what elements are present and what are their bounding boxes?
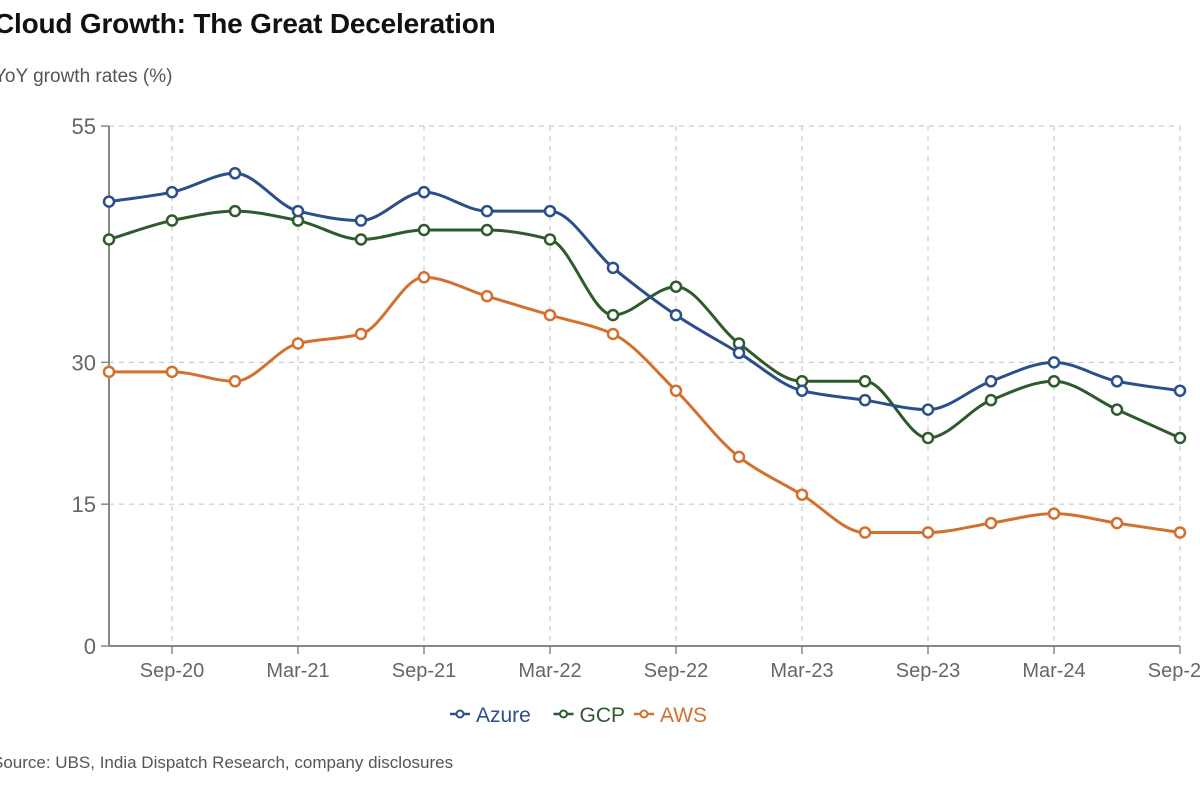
series-line-azure [107,171,1182,412]
series-azure [102,167,1187,416]
data-point-aws [417,271,431,284]
data-point-azure [606,261,620,275]
data-point-gcp [480,223,494,237]
data-point-gcp [102,233,116,246]
data-point-aws [606,327,620,341]
data-point-gcp [417,223,431,237]
x-tick-label: Sep-22 [644,660,709,682]
y-tick-label: 55 [72,114,96,139]
data-point-azure [1173,384,1187,397]
data-point-azure [984,375,998,388]
y-tick-label: 15 [72,492,96,517]
source-note: Source: UBS, India Dispatch Research, co… [0,753,454,772]
legend-label: GCP [580,704,626,727]
data-point-gcp [921,431,935,445]
data-point-aws [1173,526,1187,539]
data-point-azure [543,204,557,218]
data-point-aws [291,337,305,350]
data-point-aws [921,526,935,539]
data-point-gcp [1047,375,1061,388]
data-point-aws [732,450,746,464]
data-point-aws [669,384,683,397]
data-point-azure [1110,375,1124,388]
data-point-gcp [228,204,242,218]
x-tick-label: Mar-24 [1022,660,1085,682]
data-point-aws [228,375,242,388]
data-point-azure [732,346,746,360]
data-point-azure [795,384,809,397]
legend-marker-dot [559,709,568,719]
data-point-aws [1110,516,1124,530]
data-point-azure [228,167,242,180]
series-line-aws [107,275,1182,535]
series-aws [102,271,1187,539]
legend-item-aws[interactable]: AWS [634,704,707,727]
y-tick-label: 0 [84,634,96,659]
series-group [102,167,1187,539]
x-tick-label: Mar-23 [770,660,833,682]
data-point-azure [165,185,179,199]
data-point-gcp [1173,431,1187,445]
data-point-gcp [543,233,557,246]
x-tick-label: Sep-20 [140,660,205,682]
grid-lines [109,125,1181,646]
data-point-gcp [165,214,179,227]
data-point-aws [795,488,809,501]
data-point-azure [480,204,494,218]
legend-item-azure[interactable]: Azure [450,704,531,727]
x-tick-label: Mar-21 [266,660,329,682]
legend-item-gcp[interactable]: GCP [553,704,626,727]
data-point-aws [543,308,557,322]
data-point-gcp [354,233,368,246]
data-point-aws [858,526,872,539]
data-point-gcp [858,375,872,388]
series-line-gcp [107,209,1182,440]
x-tick-label: Sep-21 [392,660,457,682]
data-point-aws [1047,507,1061,520]
data-point-aws [480,289,494,303]
data-point-gcp [606,308,620,322]
data-point-azure [858,393,872,407]
data-point-azure [102,195,116,208]
legend-marker-dot [455,709,465,719]
data-point-gcp [669,280,683,293]
data-point-aws [102,365,116,379]
data-point-azure [417,185,431,199]
y-tick-label: 30 [72,350,96,375]
data-point-azure [354,214,368,227]
data-point-aws [984,516,998,530]
data-point-aws [165,365,179,379]
legend-label: Azure [476,704,531,727]
legend-marker-dot [639,709,649,719]
data-point-gcp [984,393,998,407]
chart-title: Cloud Growth: The Great Deceleration [0,8,496,39]
data-point-azure [669,308,683,322]
x-tick-label: Sep-23 [896,660,961,682]
x-tick-label: Mar-22 [518,660,581,682]
legend-label: AWS [660,704,707,727]
data-point-azure [1047,356,1061,369]
axes: 0 15 30 55 Sep-20 Mar-21 Sep-21 Mar-22 Sep-22 Mar… [72,114,1200,682]
x-tick-label: Sep-24 [1148,660,1200,682]
data-point-azure [291,204,305,218]
data-point-azure [921,403,935,416]
data-point-gcp [1110,403,1124,416]
chart-subtitle: YoY growth rates (%) [0,66,173,87]
data-point-aws [354,327,368,341]
series-gcp [102,204,1187,445]
legend: Azure GCP AWS [450,704,707,727]
